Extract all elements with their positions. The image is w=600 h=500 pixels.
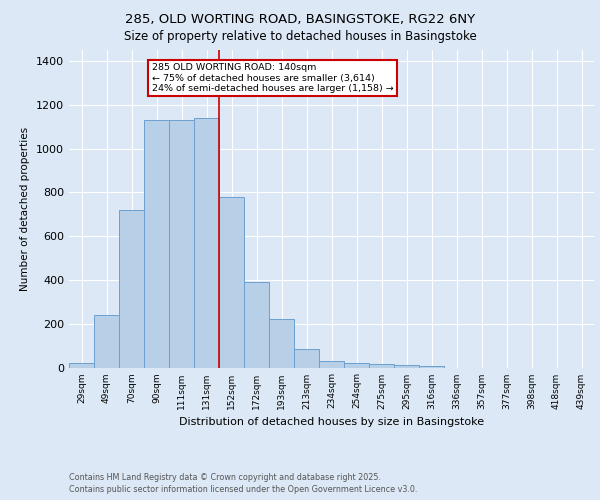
- Text: 285 OLD WORTING ROAD: 140sqm
← 75% of detached houses are smaller (3,614)
24% of: 285 OLD WORTING ROAD: 140sqm ← 75% of de…: [151, 63, 393, 93]
- Bar: [269, 320, 294, 368]
- Bar: [319, 361, 344, 368]
- Text: Contains HM Land Registry data © Crown copyright and database right 2025.: Contains HM Land Registry data © Crown c…: [69, 472, 381, 482]
- Bar: [69, 363, 94, 368]
- Bar: [394, 365, 419, 368]
- X-axis label: Distribution of detached houses by size in Basingstoke: Distribution of detached houses by size …: [179, 417, 484, 427]
- Bar: [144, 120, 169, 368]
- Text: 285, OLD WORTING ROAD, BASINGSTOKE, RG22 6NY: 285, OLD WORTING ROAD, BASINGSTOKE, RG22…: [125, 12, 475, 26]
- Bar: [369, 364, 394, 368]
- Bar: [294, 349, 319, 368]
- Bar: [119, 210, 144, 368]
- Bar: [169, 120, 194, 368]
- Text: Contains public sector information licensed under the Open Government Licence v3: Contains public sector information licen…: [69, 485, 418, 494]
- Bar: [344, 362, 369, 368]
- Bar: [219, 196, 244, 368]
- Text: Size of property relative to detached houses in Basingstoke: Size of property relative to detached ho…: [124, 30, 476, 43]
- Bar: [244, 282, 269, 368]
- Bar: [419, 366, 444, 368]
- Bar: [194, 118, 219, 368]
- Y-axis label: Number of detached properties: Number of detached properties: [20, 126, 31, 291]
- Bar: [94, 315, 119, 368]
